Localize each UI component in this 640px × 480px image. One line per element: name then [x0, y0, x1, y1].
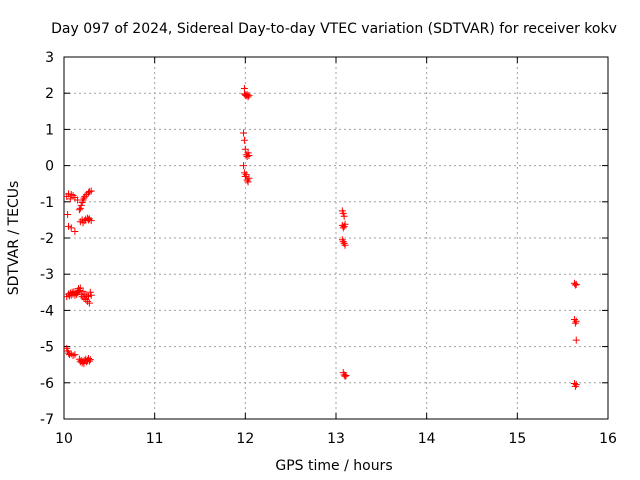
data-point — [339, 224, 347, 232]
data-point — [571, 281, 579, 289]
data-point — [81, 290, 89, 298]
data-point — [339, 238, 347, 246]
data-point — [240, 129, 248, 137]
data-points — [63, 84, 580, 390]
data-point — [86, 356, 94, 364]
data-point — [84, 297, 92, 305]
data-point — [341, 372, 349, 380]
data-point — [572, 280, 580, 288]
data-point — [67, 350, 75, 358]
data-point — [87, 291, 95, 299]
y-tick-labels: -7 -6 -5 -4 -3 -2 -1 0 1 2 3 — [40, 50, 54, 428]
data-point — [240, 169, 248, 177]
data-point — [241, 172, 249, 180]
data-point — [86, 288, 94, 296]
y-axis-label: SDTVAR / TECUs — [6, 181, 22, 296]
data-point — [572, 317, 580, 325]
data-point — [81, 192, 89, 200]
data-point — [242, 171, 250, 179]
data-point — [339, 209, 347, 217]
data-point — [340, 212, 348, 220]
x-tick-label: 16 — [599, 431, 617, 447]
x-tick-label: 14 — [418, 431, 436, 447]
data-point — [244, 178, 252, 186]
y-tick-label: -4 — [40, 303, 54, 319]
data-point — [245, 174, 253, 182]
data-point — [75, 285, 83, 293]
data-point — [76, 284, 84, 292]
data-point — [71, 227, 79, 235]
data-point — [84, 214, 92, 222]
data-point — [76, 204, 84, 212]
data-point — [67, 191, 75, 199]
y-tick-label: -1 — [40, 195, 54, 211]
y-tick-label: -5 — [40, 340, 54, 356]
y-tick-label: 2 — [45, 86, 54, 102]
y-tick-label: -2 — [40, 231, 54, 247]
data-point — [241, 145, 249, 153]
data-point — [79, 196, 87, 204]
x-tick-label: 13 — [327, 431, 345, 447]
data-point — [340, 371, 348, 379]
chart-title: Day 097 of 2024, Sidereal Day-to-day VTE… — [51, 21, 617, 37]
y-tick-label: 0 — [45, 159, 54, 175]
data-point — [243, 153, 251, 161]
data-point — [85, 215, 93, 223]
y-tick-label: -7 — [40, 412, 54, 428]
y-tick-label: -3 — [40, 267, 54, 283]
data-point — [571, 382, 579, 390]
data-point — [74, 288, 82, 296]
data-point — [341, 220, 349, 228]
data-point — [87, 187, 95, 195]
x-tick-label: 10 — [55, 431, 73, 447]
data-point — [572, 381, 580, 389]
data-point — [65, 292, 73, 300]
data-point — [240, 162, 248, 170]
x-axis-label: GPS time / hours — [275, 458, 392, 474]
data-point — [338, 236, 346, 244]
data-point — [570, 315, 578, 323]
data-point — [75, 206, 83, 214]
data-point — [245, 151, 253, 159]
data-point — [80, 194, 88, 202]
data-point — [87, 217, 95, 225]
data-point — [340, 239, 348, 247]
y-tick-label: 3 — [45, 50, 54, 66]
x-tick-label: 12 — [236, 431, 254, 447]
data-point — [85, 188, 93, 196]
x-tick-label: 15 — [508, 431, 526, 447]
data-point — [67, 224, 75, 232]
data-point — [69, 352, 77, 360]
data-point — [245, 91, 253, 99]
y-tick-label: 1 — [45, 122, 54, 138]
data-point — [341, 241, 349, 249]
data-point — [570, 380, 578, 388]
data-point — [72, 289, 80, 297]
data-point — [85, 357, 93, 365]
axis-ticks — [63, 56, 609, 420]
data-point — [71, 351, 79, 359]
grid — [64, 57, 608, 419]
x-tick-label: 11 — [146, 431, 164, 447]
data-point — [243, 176, 251, 184]
data-point — [69, 192, 77, 200]
data-point — [342, 372, 350, 380]
data-point — [570, 279, 578, 287]
data-point — [244, 93, 252, 101]
data-point — [64, 210, 72, 218]
data-point — [83, 292, 91, 300]
y-tick-label: -6 — [40, 376, 54, 392]
data-point — [240, 136, 248, 144]
data-point — [77, 201, 85, 209]
data-point — [571, 319, 579, 327]
data-point — [85, 299, 93, 307]
x-tick-labels: 10 11 12 13 14 15 16 — [55, 431, 617, 447]
data-point — [572, 336, 580, 344]
